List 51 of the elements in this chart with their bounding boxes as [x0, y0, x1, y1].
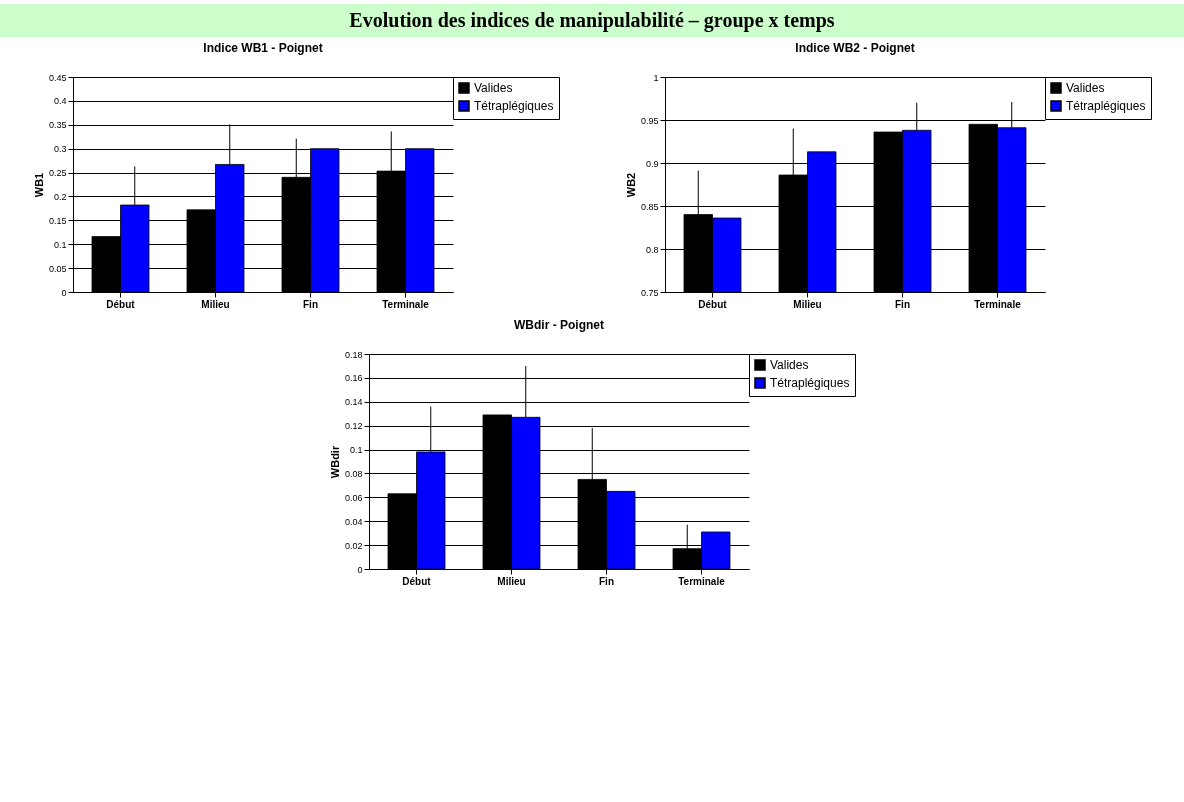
- x-tick-label: Milieu: [792, 298, 822, 310]
- y-tick-label: 0.8: [645, 244, 658, 255]
- y-tick-label: 0.08: [344, 468, 362, 479]
- y-tick-label: 0.85: [640, 201, 658, 212]
- x-tick-label: Terminale: [973, 298, 1021, 310]
- y-tick-label: 0.15: [48, 215, 66, 226]
- y-axis-title: WB2: [624, 172, 637, 198]
- y-tick-label: 0.35: [48, 120, 66, 131]
- legend-label: Tétraplégiques: [769, 376, 849, 390]
- legend-label: Valides: [769, 358, 808, 372]
- y-tick-label: 0.14: [344, 397, 362, 408]
- y-tick-label: 0.1: [53, 239, 66, 250]
- y-tick-label: 0: [356, 564, 362, 575]
- y-axis-title: WB1: [32, 172, 45, 198]
- x-tick-label: Terminale: [381, 298, 429, 310]
- y-tick-label: 0.02: [344, 540, 362, 551]
- y-tick-label: 0.04: [344, 516, 362, 527]
- y-tick-label: 0.25: [48, 168, 66, 179]
- x-tick-label: Milieu: [200, 298, 230, 310]
- chart-title: Indice WB2 - Poignet: [794, 41, 915, 55]
- x-tick-label: Début: [697, 298, 727, 310]
- legend-label: Valides: [473, 81, 512, 95]
- y-tick-label: 1: [652, 72, 658, 83]
- y-tick-label: 0: [60, 287, 66, 298]
- x-tick-label: Début: [105, 298, 135, 310]
- chart-title: Indice WB1 - Poignet: [202, 41, 323, 55]
- legend-label: Valides: [1065, 81, 1104, 95]
- x-tick-label: Fin: [894, 298, 910, 310]
- x-tick-label: Fin: [598, 575, 614, 587]
- x-tick-label: Début: [401, 575, 431, 587]
- y-tick-label: 0.06: [344, 492, 362, 503]
- y-tick-label: 0.18: [344, 349, 362, 360]
- y-tick-label: 0.1: [349, 445, 362, 456]
- y-tick-label: 0.95: [640, 115, 658, 126]
- y-tick-label: 0.75: [640, 287, 658, 298]
- y-tick-label: 0.12: [344, 421, 362, 432]
- y-tick-label: 0.4: [53, 96, 66, 107]
- y-tick-label: 0.05: [48, 263, 66, 274]
- x-tick-label: Fin: [302, 298, 318, 310]
- y-tick-label: 0.3: [53, 144, 66, 155]
- chart-title: WBdir - Poignet: [513, 318, 604, 332]
- y-tick-label: 0.9: [645, 158, 658, 169]
- y-tick-label: 0.16: [344, 373, 362, 384]
- legend-label: Tétraplégiques: [1065, 99, 1145, 113]
- x-tick-label: Terminale: [677, 575, 725, 587]
- legend-label: Tétraplégiques: [473, 99, 553, 113]
- x-tick-label: Milieu: [496, 575, 526, 587]
- y-tick-label: 0.45: [48, 72, 66, 83]
- text: Evolution des indices de manipulabilité – groupe x temps: [0, 4, 1184, 37]
- y-tick-label: 0.2: [53, 191, 66, 202]
- y-axis-title: WBdir: [328, 445, 341, 479]
